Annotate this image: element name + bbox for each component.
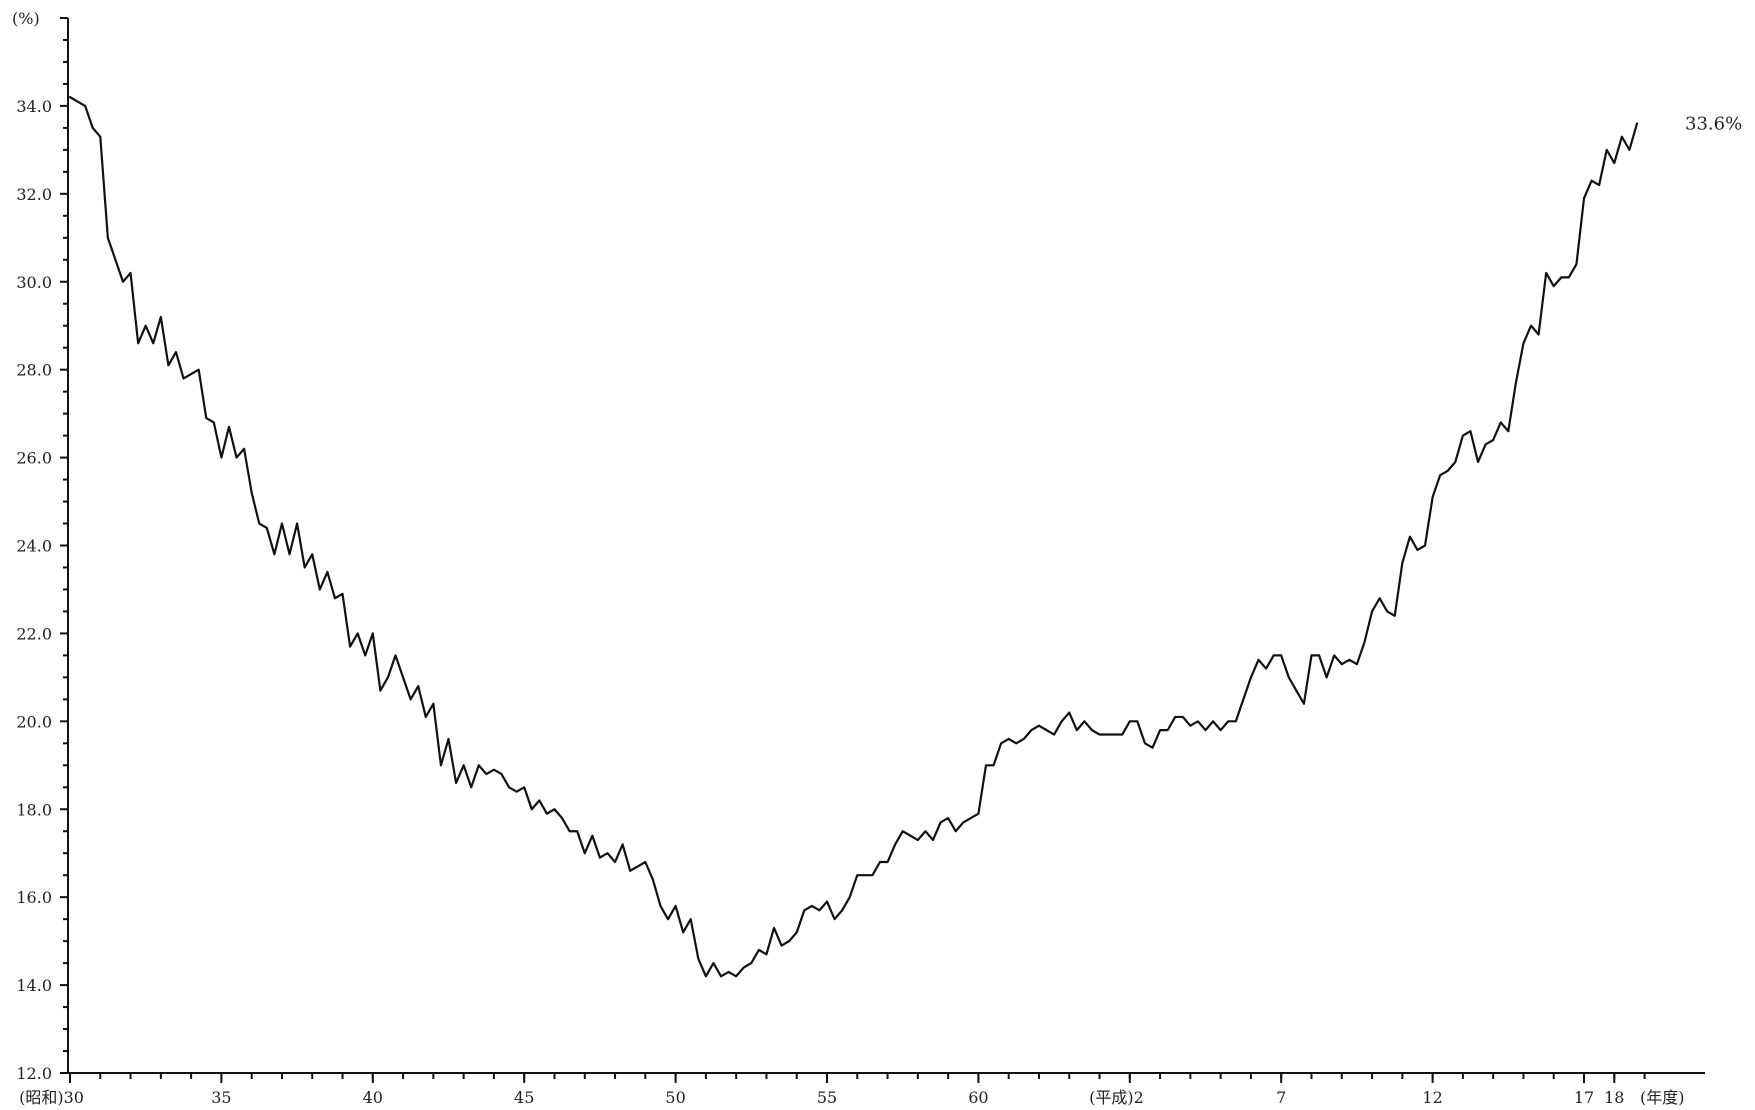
x-tick-label: (昭和)30 [19,1088,84,1107]
x-axis-unit-label: (年度) [1640,1088,1685,1107]
y-tick-label: 18.0 [16,800,52,819]
x-tick-label: 12 [1422,1088,1442,1107]
axes [67,18,1705,1074]
y-tick-label: 22.0 [16,624,52,643]
x-tick-label: (平成)2 [1089,1088,1144,1107]
x-tick-label: 40 [363,1088,383,1107]
x-tick-label: 45 [514,1088,534,1107]
y-tick-label: 24.0 [16,537,52,556]
series-line [68,96,1639,978]
y-axis-unit-label: (%) [12,9,40,28]
y-tick-label: 34.0 [16,97,52,116]
x-tick-label: 18 [1604,1088,1624,1107]
x-axis: (昭和)30 35 40 45 50 55 60 (平成)2 7 12 17 18 [19,1073,1646,1107]
y-tick-label: 28.0 [16,361,52,380]
y-tick-label: 20.0 [16,712,52,731]
y-tick-label: 16.0 [16,888,52,907]
x-tick-label: 60 [968,1088,988,1107]
y-tick-label: 26.0 [16,449,52,468]
x-tick-label: 55 [817,1088,837,1107]
x-tick-label: 50 [665,1088,685,1107]
x-tick-label: 17 [1574,1088,1594,1107]
y-axis: 12.0 14.0 16.0 18.0 20.0 22.0 24.0 26.0 28.0 30.0… [16,17,68,1083]
y-tick-label: 14.0 [16,976,52,995]
y-tick-label: 12.0 [16,1064,52,1083]
x-tick-label: 7 [1276,1088,1286,1107]
y-tick-label: 32.0 [16,185,52,204]
x-tick-label: 35 [211,1088,231,1107]
end-value-label: 33.6% [1685,114,1742,135]
y-tick-label: 30.0 [16,273,52,292]
